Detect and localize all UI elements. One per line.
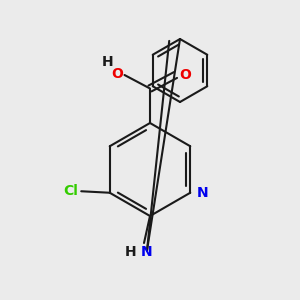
Text: H: H: [125, 244, 136, 259]
Text: H: H: [102, 55, 114, 68]
Text: N: N: [141, 244, 153, 259]
Text: O: O: [111, 67, 123, 80]
Text: N: N: [197, 186, 208, 200]
Text: O: O: [179, 68, 191, 82]
Text: Cl: Cl: [63, 184, 78, 198]
